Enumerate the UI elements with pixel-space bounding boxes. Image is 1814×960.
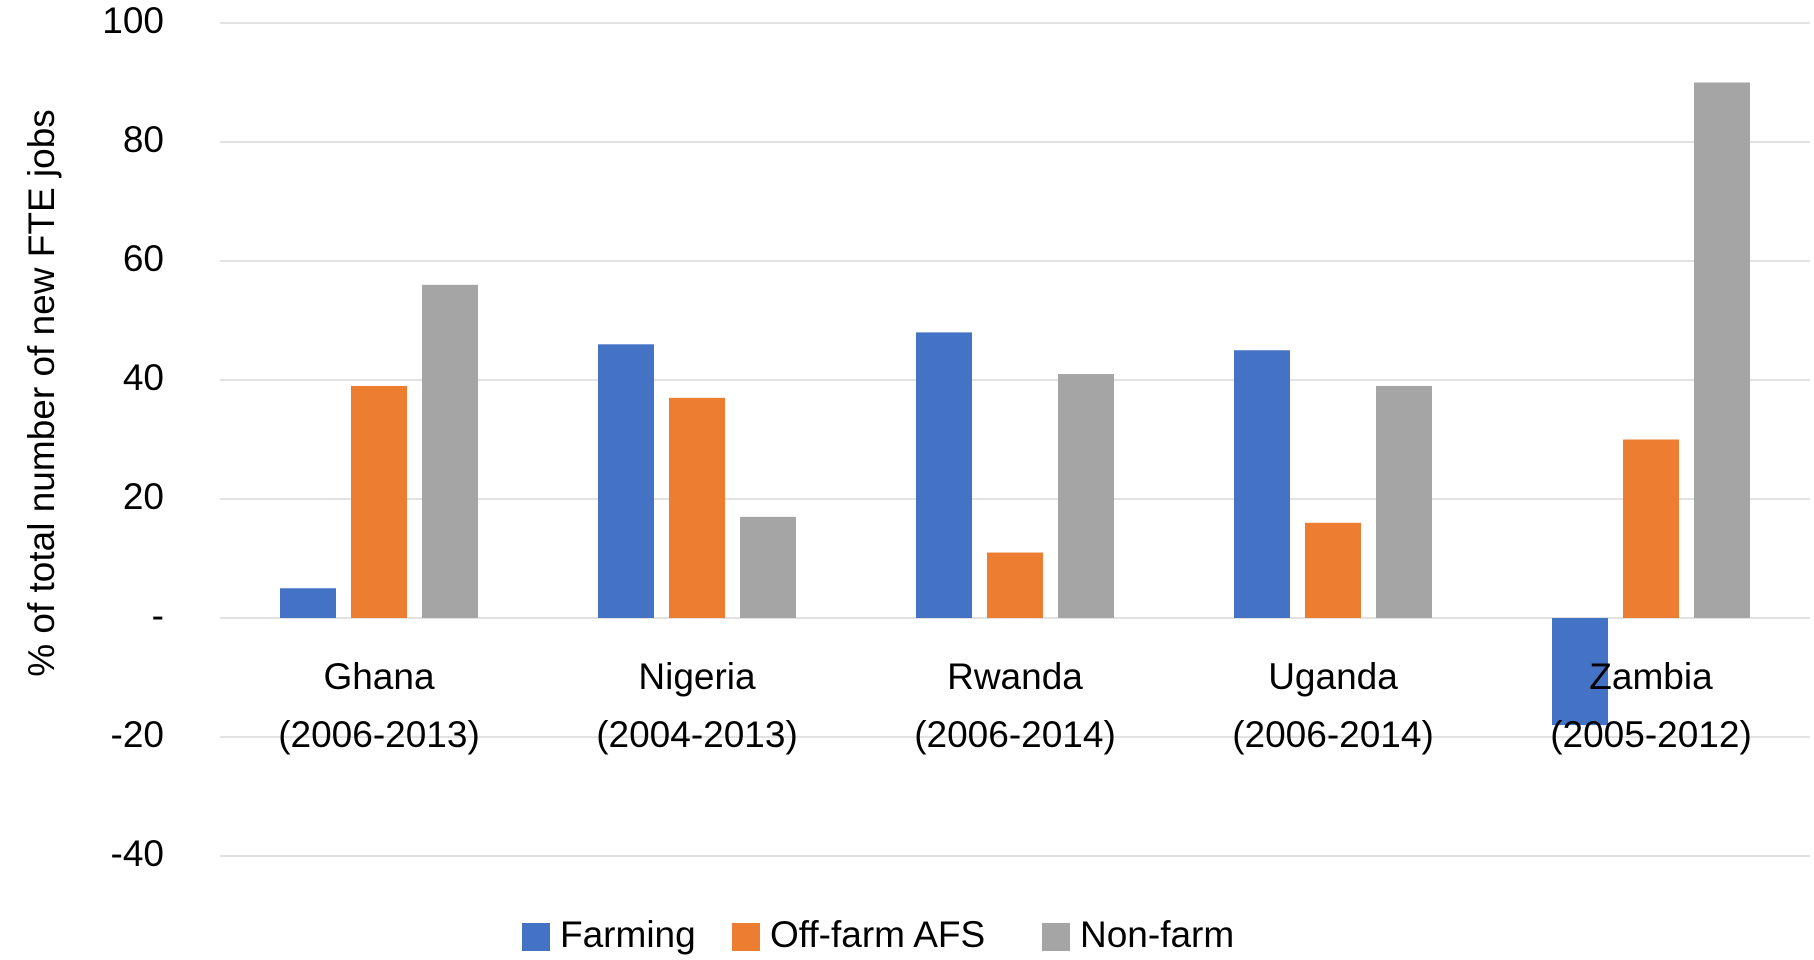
bar bbox=[1376, 385, 1432, 618]
bar bbox=[740, 516, 796, 618]
x-tick-label: (2006-2014) bbox=[914, 714, 1116, 755]
y-tick-label: 20 bbox=[123, 476, 164, 517]
bar bbox=[916, 332, 972, 618]
legend-label: Non-farm bbox=[1080, 914, 1234, 955]
bar bbox=[422, 284, 478, 618]
bar bbox=[1623, 439, 1679, 618]
bar bbox=[1305, 522, 1361, 618]
y-tick-label: -20 bbox=[111, 714, 164, 755]
y-tick-label: 40 bbox=[123, 357, 164, 398]
x-tick-label: (2006-2014) bbox=[1232, 714, 1434, 755]
x-tick-label: Nigeria bbox=[638, 656, 756, 697]
y-tick-label: -40 bbox=[111, 833, 164, 874]
bar bbox=[1058, 374, 1114, 618]
y-tick-label: - bbox=[152, 595, 164, 636]
bar bbox=[598, 344, 654, 618]
legend-swatch bbox=[732, 923, 760, 951]
bar bbox=[987, 552, 1043, 618]
x-tick-label: Ghana bbox=[323, 656, 435, 697]
legend-label: Off-farm AFS bbox=[770, 914, 985, 955]
legend-label: Farming bbox=[560, 914, 696, 955]
bar bbox=[669, 397, 725, 618]
bar bbox=[1234, 350, 1290, 618]
legend-swatch bbox=[1042, 923, 1070, 951]
y-tick-label: 60 bbox=[123, 238, 164, 279]
bar bbox=[1552, 618, 1608, 726]
bar bbox=[1694, 82, 1750, 618]
y-tick-label: 80 bbox=[123, 119, 164, 160]
legend-swatch bbox=[522, 923, 550, 951]
bar bbox=[351, 385, 407, 618]
x-tick-label: Uganda bbox=[1268, 656, 1398, 697]
x-tick-label: Zambia bbox=[1589, 656, 1713, 697]
y-axis-label: % of total number of new FTE jobs bbox=[21, 109, 62, 677]
y-tick-label: 100 bbox=[102, 0, 164, 41]
x-tick-label: Rwanda bbox=[947, 656, 1083, 697]
bar bbox=[280, 588, 336, 618]
x-tick-label: (2005-2012) bbox=[1550, 714, 1752, 755]
x-tick-label: (2004-2013) bbox=[596, 714, 798, 755]
x-tick-label: (2006-2013) bbox=[278, 714, 480, 755]
